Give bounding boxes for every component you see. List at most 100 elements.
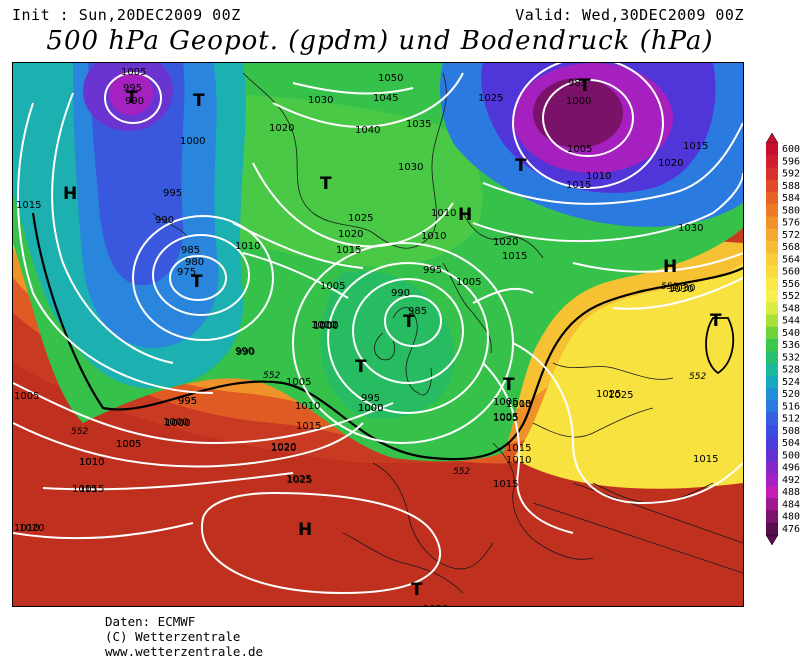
isobar-label: 1015	[566, 180, 591, 191]
scale-label: 528	[782, 365, 800, 376]
isobar-label: 1010	[431, 208, 456, 219]
scale-swatch	[766, 326, 778, 340]
isobar-label: 1030	[668, 284, 693, 295]
isobar-985-ring	[152, 234, 250, 316]
scale-label: 552	[782, 291, 800, 302]
low-marker: T	[503, 375, 515, 395]
isobar-label: 1000	[313, 321, 338, 332]
scale-label: 536	[782, 340, 800, 351]
isobar-label: 1020	[658, 158, 683, 169]
isobar-985b-ring	[384, 295, 442, 347]
low-marker: T	[579, 76, 591, 96]
isobar-label: 995	[123, 83, 142, 94]
isobar-label: 1005	[320, 281, 345, 292]
scale-swatch	[766, 363, 778, 377]
isobar-label: 995	[178, 396, 197, 407]
scale-label: 488	[782, 487, 800, 498]
isobar-1015e	[472, 172, 743, 243]
scale-label: 560	[782, 267, 800, 278]
scale-label: 504	[782, 438, 800, 449]
pressure-centres: H H H H T T T T T T T T T T T	[63, 76, 722, 600]
isobar-label: 1035	[406, 119, 431, 130]
scale-label: 548	[782, 303, 800, 314]
map-canvas: 1005 995 990 1030 1050 1045 1040 1035 10…	[13, 63, 743, 606]
scale-swatch	[766, 388, 778, 401]
scale-label: 596	[782, 156, 800, 167]
isobar-label: 1020	[19, 523, 44, 534]
isobar-1035n	[272, 72, 464, 128]
isobar-label: 1015	[72, 484, 97, 495]
isobar-label: 1000	[358, 403, 383, 414]
isobar-1020e	[572, 252, 743, 273]
scale-label: 520	[782, 389, 800, 400]
isobar-1025se	[512, 342, 743, 505]
map-title: 500 hPa Geopot. (gpdm) und Bodendruck (h…	[46, 26, 714, 56]
isobar-label: 990	[391, 288, 410, 299]
isobar-label: 1030	[670, 283, 695, 294]
isobar-label: 1005	[286, 377, 311, 388]
scale-label: 568	[782, 242, 800, 253]
isobar-label: 990	[236, 347, 255, 358]
scale-label: 576	[782, 218, 800, 229]
isobar-label: 1010	[79, 457, 104, 468]
low-marker: T	[193, 91, 205, 111]
scale-swatch	[766, 265, 778, 279]
isobar-label: 1000	[566, 96, 591, 107]
isobar-label: 1020	[338, 229, 363, 240]
isobar-label: 995	[361, 393, 380, 404]
scale-label: 516	[782, 401, 800, 412]
isobar-label: 1015	[493, 479, 518, 490]
isobar-label: 1000	[313, 320, 338, 331]
isobar-label: 1020	[493, 237, 518, 248]
scale-swatch	[766, 486, 778, 499]
isobar-label: 1005	[456, 277, 481, 288]
isobar-1025-high	[200, 491, 442, 595]
isobar-label: 1000	[311, 320, 336, 331]
geopot-552-east	[705, 317, 735, 375]
low-marker: T	[710, 311, 722, 331]
isobar-label: 1000	[165, 418, 190, 429]
scale-label: 480	[782, 512, 800, 523]
isobar-990-ring	[132, 215, 274, 341]
isobar-label: 995	[163, 188, 182, 199]
isobar-label: 1030	[308, 95, 333, 106]
low-marker: T	[191, 272, 203, 292]
geopot-label: 552	[453, 467, 470, 477]
isobar-label: 1025	[286, 474, 311, 485]
credit-url[interactable]: www.wetterzentrale.de	[105, 644, 264, 659]
isobar-990w-ring	[104, 72, 162, 124]
scale-swatch	[766, 522, 778, 536]
scale-swatch	[766, 228, 778, 242]
field-yellow-east	[513, 263, 743, 489]
scale-swatch	[766, 449, 778, 462]
color-scale-svg: 6005965925885845805765725685645605565525…	[765, 132, 800, 546]
isobar-label: 995	[423, 265, 442, 276]
high-marker: H	[458, 205, 472, 225]
scale-label: 532	[782, 352, 800, 363]
isobar-995-ring	[327, 262, 489, 414]
low-marker: T	[126, 88, 138, 108]
isobar-label: 1015	[296, 421, 321, 432]
low-marker: T	[515, 156, 527, 176]
isobar-label: 1000	[163, 417, 188, 428]
credit-copyright: (C) Wetterzentrale	[105, 629, 241, 644]
credits: Daten: ECMWF (C) Wetterzentrale www.wett…	[105, 614, 263, 659]
isobar-label: 1025	[348, 213, 373, 224]
isobar-label: 985	[568, 78, 587, 89]
scale-label: 600	[782, 144, 800, 155]
isobar-1015se	[482, 362, 574, 534]
scale-swatch	[766, 510, 778, 524]
scale-cap-top	[765, 132, 779, 144]
scale-swatch	[766, 461, 778, 475]
high-marker: H	[663, 257, 677, 277]
geopot-label: 552	[689, 372, 706, 382]
scale-label: 540	[782, 328, 800, 339]
scale-label: 572	[782, 230, 800, 241]
isobar-1010e	[482, 122, 743, 205]
color-scale-legend: 600 596 592 588 584 580 576 572 568 564 560 556 552 5…	[762, 132, 812, 546]
isobar-1015s	[42, 472, 294, 491]
credit-data-source: Daten: ECMWF	[105, 614, 196, 629]
isobar-label: 1015	[79, 484, 104, 495]
init-time: Init : Sun,20DEC2009 00Z	[12, 6, 241, 24]
isobar-1045n	[292, 82, 414, 95]
